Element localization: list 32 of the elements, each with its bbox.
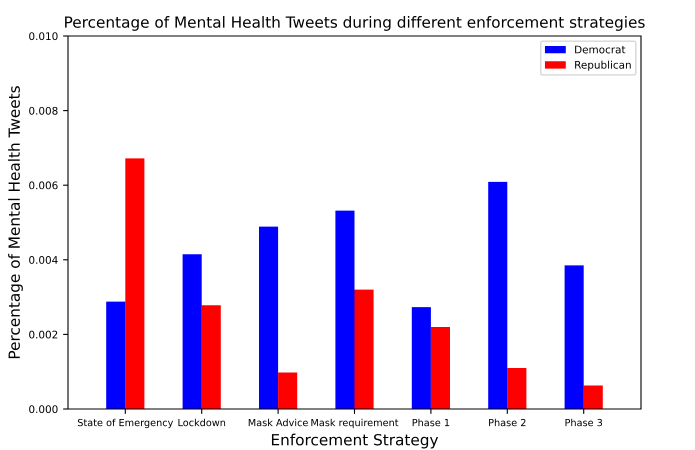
- bar: [335, 210, 354, 409]
- legend-label: Republican: [575, 60, 631, 71]
- bar: [278, 372, 298, 409]
- bar: [354, 290, 374, 409]
- x-tick-label: Phase 1: [412, 418, 450, 426]
- y-tick-label: 0.002: [29, 330, 58, 339]
- bar: [584, 386, 603, 409]
- y-tick-label: 0.010: [29, 32, 58, 40]
- x-tick-label: Phase 3: [566, 418, 602, 426]
- bar: [106, 302, 126, 409]
- bar: [259, 226, 278, 409]
- y-tick-label: 0.000: [29, 405, 58, 414]
- y-tick-label: 0.004: [29, 256, 58, 264]
- chart-title: Percentage of Mental Health Tweets during different enforcement strategies: [65, 16, 645, 31]
- x-tick-label: State of Emergency: [78, 418, 174, 428]
- x-axis-title: Enforcement Strategy: [272, 434, 438, 448]
- bar: [564, 265, 584, 409]
- x-tick-label: Phase 2: [489, 418, 526, 426]
- bar: [125, 158, 144, 409]
- x-tick-label: Mask requirement: [311, 418, 398, 428]
- y-tick-label: 0.008: [29, 106, 58, 115]
- bar: [182, 254, 202, 409]
- bar: [488, 182, 508, 409]
- bar: [412, 307, 431, 409]
- x-tick-label: Mask Advice: [248, 418, 308, 426]
- y-axis-title: Percentage of Mental Health Tweets: [8, 86, 23, 358]
- legend-label: Democrat: [575, 46, 626, 54]
- bar: [202, 305, 221, 409]
- x-tick-label: Lockdown: [178, 418, 226, 426]
- y-tick-label: 0.006: [29, 181, 58, 190]
- bar: [430, 326, 450, 409]
- bar: [507, 368, 526, 409]
